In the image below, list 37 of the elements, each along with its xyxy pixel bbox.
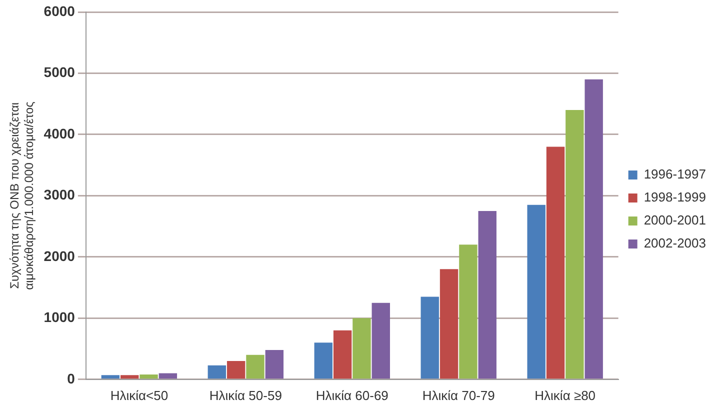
bar <box>546 146 565 379</box>
y-tick-label: 4000 <box>44 125 76 142</box>
bar <box>420 296 439 379</box>
bar <box>246 354 264 379</box>
bar <box>372 302 390 379</box>
bar <box>265 350 284 379</box>
bar <box>352 318 371 379</box>
y-tick-label: 2000 <box>44 248 76 264</box>
bar <box>208 365 226 379</box>
y-tick-label: 5000 <box>44 64 76 80</box>
bar <box>566 110 584 379</box>
bar <box>440 269 458 379</box>
y-axis-title: Συχνότητα της ΟΝΒ που χρειάζεται αιμοκάθαρση/1.000.000 άτομα/έτος <box>8 101 36 290</box>
y-tick-label: 6000 <box>44 2 76 19</box>
x-tick-label: Ηλικία 70-79 <box>422 388 495 403</box>
bar <box>478 211 496 379</box>
bar <box>584 79 603 379</box>
x-tick-label: Ηλικία 50-59 <box>209 388 282 403</box>
bar <box>314 342 332 379</box>
x-tick-label: Ηλικία<50 <box>110 388 168 403</box>
bar <box>527 204 546 379</box>
bar <box>459 244 478 379</box>
legend-label: 2002-2003 <box>644 236 706 251</box>
x-tick-label: Ηλικία 60-69 <box>316 388 388 403</box>
y-tick-label: 1000 <box>44 309 76 326</box>
x-tick-label: Ηλικία ≥80 <box>534 388 596 403</box>
legend-label: 1998-1999 <box>644 190 706 205</box>
legend-label: 1996-1997 <box>644 166 706 182</box>
bar <box>333 330 352 379</box>
bar <box>120 375 139 379</box>
bar <box>101 375 120 379</box>
bar <box>140 374 158 379</box>
y-tick-label: 3000 <box>44 186 76 203</box>
bar <box>158 373 178 379</box>
y-tick-label: 0 <box>67 370 76 386</box>
bar <box>226 361 246 379</box>
legend-label: 2000-2001 <box>644 212 706 228</box>
